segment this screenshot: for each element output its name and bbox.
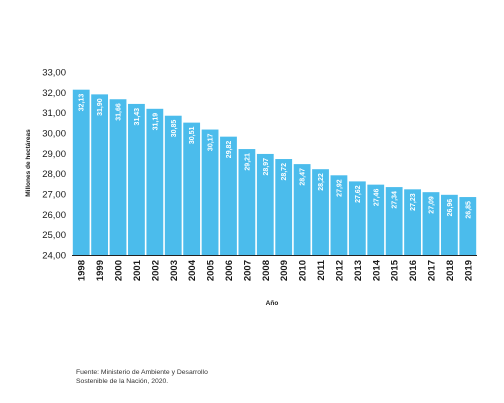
bar-2017 (422, 192, 440, 255)
data-label-2003: 30,85 (171, 120, 178, 138)
x-tick-label-2004: 2004 (187, 259, 198, 281)
y-axis-ticks: 24,00 25,00 26,00 27,00 28,00 29,00 30,00 31,00… (42, 68, 66, 262)
x-tick-label-2016: 2016 (408, 260, 419, 281)
x-tick-label-2012: 2012 (334, 260, 345, 281)
data-label-2014: 27,46 (373, 189, 380, 207)
data-label-2015: 27,34 (392, 191, 399, 209)
y-tick-label: 32,00 (42, 88, 66, 99)
data-label-2016: 27,23 (410, 193, 417, 211)
x-tick-label-2013: 2013 (353, 260, 364, 281)
data-label-2010: 28,47 (300, 168, 307, 186)
y-tick-label: 27,00 (42, 190, 66, 201)
data-label-2009: 28,72 (281, 163, 288, 181)
x-tick-label-2008: 2008 (261, 260, 272, 281)
bar-2018 (440, 194, 458, 255)
bars-group: 32,13 31,90 31,66 31,43 31,19 30,85 30,51 30,17… (72, 89, 477, 255)
bar-2010 (293, 164, 311, 255)
data-label-2011: 28,22 (318, 173, 325, 191)
data-label-1999: 31,90 (97, 98, 104, 116)
x-tick-label-2000: 2000 (114, 260, 125, 281)
bar-1999 (91, 94, 109, 255)
x-tick-label-2006: 2006 (224, 260, 235, 281)
x-tick-label-2019: 2019 (463, 260, 474, 281)
data-label-2004: 30,51 (189, 127, 196, 145)
x-tick-label-2007: 2007 (242, 260, 253, 281)
x-tick-label-2014: 2014 (371, 259, 382, 281)
source-line-2: Sostenible de la Nación, 2020. (76, 378, 169, 385)
bar-2006 (220, 136, 237, 255)
bar-2007 (238, 149, 256, 255)
data-label-2019: 26,85 (465, 201, 472, 219)
source-line-1: Fuente: Ministerio de Ambiente y Desarro… (76, 369, 208, 376)
x-tick-label-2009: 2009 (279, 260, 290, 281)
data-label-2017: 27,09 (428, 196, 435, 214)
bar-2000 (109, 99, 127, 255)
x-axis-title: Año (266, 300, 279, 307)
data-label-2000: 31,66 (116, 103, 123, 121)
data-label-2006: 29,82 (226, 141, 233, 159)
y-tick-label: 26,00 (42, 210, 66, 221)
x-tick-label-2011: 2011 (316, 259, 327, 280)
data-label-2005: 30,17 (208, 133, 215, 151)
bar-2011 (312, 169, 329, 255)
bar-2009 (275, 159, 293, 255)
bar-2001 (128, 103, 145, 255)
bar-1998 (72, 89, 90, 255)
bar-2013 (348, 181, 366, 255)
data-label-2013: 27,62 (355, 185, 362, 203)
x-tick-label-1998: 1998 (77, 260, 88, 281)
bar-2014 (367, 184, 385, 255)
y-tick-label: 28,00 (42, 169, 66, 180)
source-note: Fuente: Ministerio de Ambiente y Desarro… (76, 368, 276, 386)
x-tick-label-2005: 2005 (206, 259, 217, 281)
y-tick-label: 29,00 (42, 149, 66, 160)
x-tick-label-2003: 2003 (169, 260, 180, 281)
bar-2019 (459, 197, 477, 255)
bar-2003 (164, 115, 182, 255)
y-tick-label: 33,00 (42, 68, 66, 79)
x-tick-label-1999: 1999 (95, 260, 106, 281)
y-tick-label: 24,00 (42, 251, 66, 262)
data-label-2008: 28,97 (263, 158, 270, 176)
data-label-1998: 32,13 (79, 94, 86, 112)
bar-2005 (201, 129, 219, 255)
y-tick-label: 30,00 (42, 129, 66, 140)
bar-2008 (256, 153, 274, 255)
bar-2002 (146, 108, 164, 255)
x-tick-label-2017: 2017 (426, 260, 437, 281)
y-axis-title: Millones de hectáreas (25, 129, 32, 197)
y-tick-label: 25,00 (42, 230, 66, 241)
bar-2004 (183, 122, 201, 255)
data-label-2012: 27,92 (336, 179, 343, 197)
x-axis-ticks: 1998 1999 2000 2001 2002 2003 2004 2005 2006 2007… (77, 259, 475, 281)
x-tick-label-2010: 2010 (298, 260, 309, 281)
data-label-2002: 31,19 (152, 113, 159, 131)
data-label-2018: 26,96 (447, 199, 454, 217)
x-tick-label-2015: 2015 (390, 259, 401, 281)
bar-2016 (404, 189, 421, 255)
bar-2015 (385, 187, 403, 255)
y-tick-label: 31,00 (42, 108, 66, 119)
x-tick-label-2002: 2002 (150, 260, 161, 281)
x-tick-label-2001: 2001 (132, 259, 143, 281)
data-label-2007: 29,21 (244, 153, 251, 171)
bar-2012 (330, 175, 348, 255)
x-tick-label-2018: 2018 (445, 260, 456, 281)
data-label-2001: 31,43 (134, 108, 141, 126)
